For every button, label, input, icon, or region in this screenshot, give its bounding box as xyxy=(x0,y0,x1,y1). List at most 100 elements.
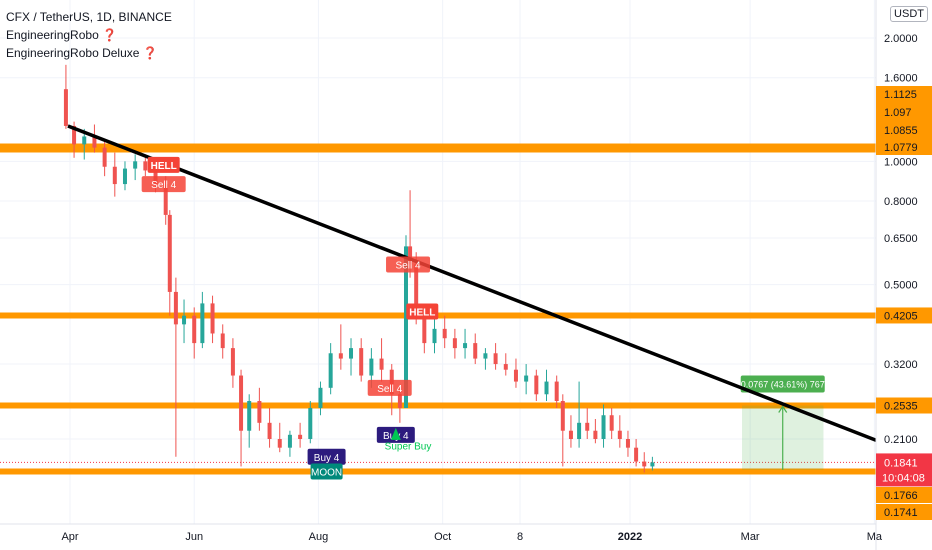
candle-body xyxy=(163,184,168,215)
current-price-tag xyxy=(876,453,932,487)
candle-body xyxy=(277,439,282,448)
candle-body xyxy=(568,430,573,439)
candle-body xyxy=(143,161,148,171)
level-tag-bg xyxy=(876,487,932,503)
measure-box: 0.0767 (43.61%) 767 xyxy=(740,375,825,470)
candle-body xyxy=(220,333,225,349)
candle-body xyxy=(267,422,272,439)
buy-arrow-icon xyxy=(390,427,401,440)
level-tag-bg xyxy=(876,397,932,414)
candle-body xyxy=(349,348,354,359)
time-tick-label: 8 xyxy=(517,531,523,543)
chart-legend: CFX / TetherUS, 1D, BINANCE EngineeringR… xyxy=(6,8,172,62)
candle-body xyxy=(369,358,374,376)
candle-body xyxy=(483,353,488,359)
candle-body xyxy=(397,394,402,408)
candle-body xyxy=(577,422,582,439)
price-tick-label: 0.8000 xyxy=(884,196,918,208)
candle-body xyxy=(560,401,565,431)
level-tag-label: 0.4205 xyxy=(884,310,918,322)
trendline xyxy=(67,124,877,442)
level-tag-label: 0.1741 xyxy=(884,507,918,519)
grid xyxy=(0,0,876,524)
candle-body xyxy=(534,375,539,395)
time-tick-label: Apr xyxy=(61,531,78,543)
candle-body xyxy=(544,381,549,395)
signal-super-buy: Super Buy xyxy=(385,441,432,452)
candle-body xyxy=(473,343,478,359)
price-tick-label: 1.0000 xyxy=(884,156,918,168)
candle-body xyxy=(493,353,498,365)
candle-body xyxy=(625,439,630,448)
candle-body xyxy=(122,168,127,185)
signal-sell-bg xyxy=(386,256,431,273)
candle-body xyxy=(379,358,384,370)
candle-body xyxy=(133,161,138,169)
signal-moon-label: MOON xyxy=(311,467,342,478)
candle-body xyxy=(173,291,178,325)
candle-body xyxy=(554,381,559,402)
candle-body xyxy=(650,462,655,467)
level-tag-bg xyxy=(876,86,932,102)
candle-body xyxy=(404,246,408,408)
candle-body xyxy=(422,315,427,344)
candle-body xyxy=(513,369,518,382)
candle-body xyxy=(642,461,647,467)
candle-body xyxy=(328,353,333,388)
time-tick-label: Jun xyxy=(185,531,203,543)
candle-body xyxy=(92,136,97,148)
signal-sell-label: Sell 4 xyxy=(151,180,176,191)
candle-body xyxy=(239,375,244,431)
level-tag-label: 1.1125 xyxy=(884,89,917,101)
candle-body xyxy=(230,348,235,376)
measure-label-bg xyxy=(740,375,825,393)
signal-buy-label: Buy 4 xyxy=(314,453,340,464)
level-tag-label: 1.097 xyxy=(884,107,912,119)
level-tag-label: 0.1766 xyxy=(884,490,918,502)
candle-body xyxy=(247,401,252,431)
signal-sell-bg xyxy=(406,303,439,320)
candle-body xyxy=(63,89,68,126)
candle-body xyxy=(585,422,590,431)
candle-body xyxy=(609,415,614,431)
candle-body xyxy=(112,166,117,185)
price-tick-label: 0.2100 xyxy=(884,434,918,446)
time-axis: Apr Jun Aug Oct 8 2022 Mar Ma xyxy=(0,523,883,543)
candle-body xyxy=(442,328,447,339)
candle-body xyxy=(463,343,468,349)
level-tag-bg xyxy=(876,504,932,520)
signal-sell-label: Sell 4 xyxy=(396,260,421,271)
candle-body xyxy=(503,364,508,370)
candle-body xyxy=(257,401,262,423)
candle-body xyxy=(601,415,606,439)
level-tag-bg xyxy=(876,122,932,138)
price-tick-label: 0.6500 xyxy=(884,233,918,245)
signal-buy-bg xyxy=(307,448,346,465)
signal-sell-bg xyxy=(147,156,180,173)
indicator-engineeringrobo[interactable]: EngineeringRobo ❓ xyxy=(6,28,118,42)
current-price-label: 0.1841 xyxy=(884,457,918,469)
candle-body xyxy=(634,447,639,462)
indicator-engineeringrobo-deluxe[interactable]: EngineeringRobo Deluxe ❓ xyxy=(6,46,158,60)
level-tag-label: 0.2535 xyxy=(884,401,918,413)
measure-arrow-head xyxy=(778,405,788,413)
time-tick-label: Aug xyxy=(309,531,329,543)
price-tick-label: 2.0000 xyxy=(884,33,918,45)
level-tag-bg xyxy=(876,307,932,324)
signal-sell-bg xyxy=(141,176,186,193)
level-tag-bg xyxy=(876,139,932,155)
candle-body xyxy=(82,136,87,145)
time-tick-label: Ma xyxy=(867,531,883,543)
candle-body xyxy=(452,338,457,349)
candle-body xyxy=(414,264,419,316)
currency-button[interactable]: USDT xyxy=(890,6,928,22)
symbol-title[interactable]: CFX / TetherUS, 1D, BINANCE xyxy=(6,10,172,24)
candle-body xyxy=(408,246,413,265)
level-tag-bg xyxy=(876,104,932,120)
time-tick-label: Mar xyxy=(741,531,760,543)
measure-label: 0.0767 (43.61%) 767 xyxy=(741,380,825,390)
candle-body xyxy=(432,328,437,344)
candle-body xyxy=(192,315,197,344)
